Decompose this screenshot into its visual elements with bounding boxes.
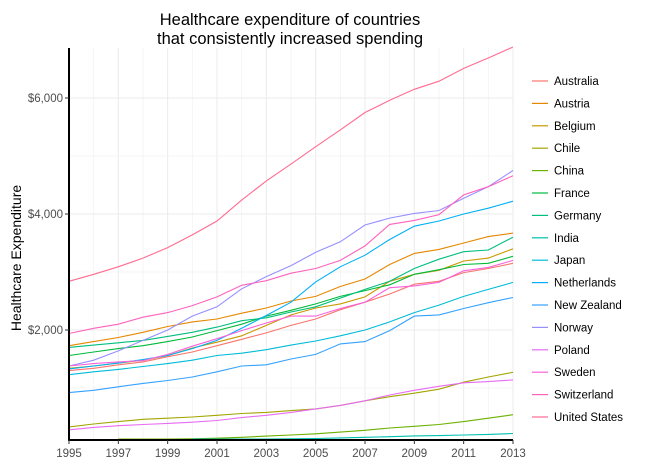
- legend-label: Belgium: [554, 121, 596, 133]
- y-axis-title: Healthcare Expenditure: [8, 185, 24, 332]
- x-tick-label: 1995: [56, 448, 82, 460]
- series-line-australia: [68, 262, 514, 372]
- legend-label: Austria: [554, 98, 590, 110]
- series-line-chile: [68, 371, 514, 428]
- x-tick-label: 2011: [451, 448, 476, 460]
- y-tick-label: $4,000: [28, 209, 63, 221]
- legend-label: China: [554, 166, 585, 178]
- series-line-new-zealand: [68, 296, 514, 394]
- series-line-china: [118, 414, 514, 440]
- series-line-sweden: [68, 259, 514, 367]
- x-tick-label: 2009: [402, 448, 428, 460]
- legend: Australia Austria Belgium Chile China France G…: [532, 76, 623, 424]
- series-line-japan: [68, 281, 514, 376]
- x-tick-label: 2013: [500, 448, 526, 460]
- chart-title-line-1: Healthcare expenditure of countries: [160, 11, 421, 29]
- series-line-norway: [68, 170, 514, 367]
- series-line-switzerland: [68, 175, 514, 335]
- axes: 1995 1997 1999 2001 2003 2005 2007 2009 2011 2013…: [28, 48, 526, 460]
- legend-label: New Zealand: [554, 300, 622, 312]
- y-tick-label: $2,000: [28, 325, 63, 337]
- series-lines: [68, 46, 514, 440]
- legend-label: Australia: [554, 76, 599, 88]
- legend-label: Sweden: [554, 367, 596, 379]
- x-tick-label: 2005: [303, 448, 329, 460]
- grid-lines: [68, 48, 514, 440]
- series-line-poland: [68, 379, 514, 431]
- legend-label: Switzerland: [554, 390, 613, 402]
- series-line-netherlands: [68, 200, 514, 370]
- x-tick-label: 2001: [204, 448, 230, 460]
- x-tick-label: 1999: [155, 448, 181, 460]
- series-line-india: [192, 432, 514, 440]
- legend-label: Japan: [554, 255, 585, 267]
- series-line-united-states: [68, 46, 514, 282]
- legend-label: India: [554, 233, 580, 245]
- legend-label: United States: [554, 412, 623, 424]
- legend-label: France: [554, 188, 590, 200]
- legend-label: Germany: [554, 210, 602, 222]
- y-tick-label: $6,000: [28, 93, 63, 105]
- legend-label: Poland: [554, 345, 590, 357]
- x-tick-label: 1997: [106, 448, 132, 460]
- legend-label: Netherlands: [554, 278, 616, 290]
- x-tick-label: 2007: [352, 448, 378, 460]
- legend-label: Chile: [554, 143, 580, 155]
- series-line-austria: [68, 232, 514, 347]
- x-tick-label: 2003: [254, 448, 280, 460]
- series-line-france: [68, 255, 514, 357]
- legend-label: Norway: [554, 322, 593, 334]
- chart-title-line-2: that consistently increased spending: [157, 30, 423, 48]
